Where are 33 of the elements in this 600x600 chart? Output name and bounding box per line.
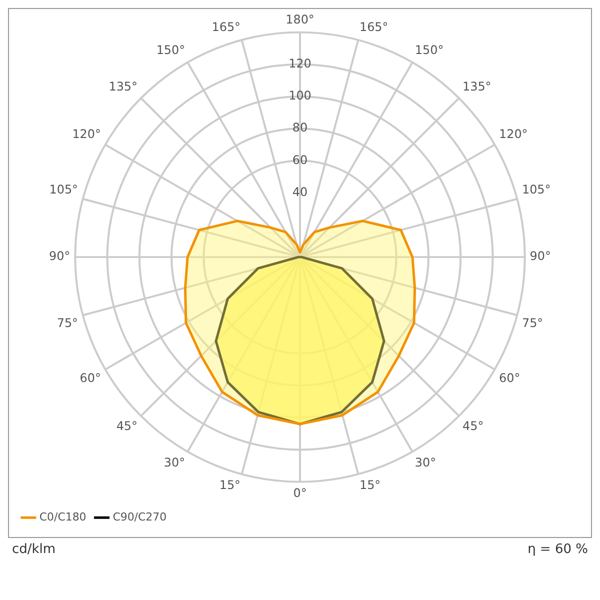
spoke-label: 30° — [164, 455, 186, 470]
legend-label: C0/C180 — [39, 510, 86, 524]
y-tick-label: 80 — [292, 120, 308, 135]
text: η = 60 % — [528, 542, 588, 557]
spoke-label: 165° — [212, 20, 241, 34]
text: cd/klm — [12, 542, 56, 557]
spoke-label: 15° — [219, 478, 241, 492]
spoke-label: 90° — [530, 249, 551, 264]
spoke-label: 45° — [116, 418, 138, 433]
y-tick-label: 60 — [292, 152, 308, 167]
spoke-label: 30° — [414, 455, 436, 470]
spoke-label: 75° — [56, 316, 78, 330]
y-tick-label: 40 — [292, 184, 308, 199]
spoke-label: 135° — [108, 80, 138, 94]
spoke-label: 150° — [414, 43, 444, 58]
y-tick-label: 120 — [288, 56, 312, 71]
spoke-label: 105° — [522, 182, 551, 197]
spoke-label: 90° — [49, 249, 70, 264]
spoke-label: 120° — [72, 127, 101, 142]
y-tick-label: 100 — [288, 88, 312, 103]
spoke-label: 60° — [80, 371, 101, 386]
spoke-label: 75° — [522, 316, 544, 330]
spoke-label: 120° — [499, 127, 528, 142]
spoke-label: 135° — [462, 80, 492, 94]
spoke-label: 0° — [293, 486, 307, 500]
legend-label: C90/C270 — [112, 510, 167, 524]
spoke-label: 105° — [49, 182, 78, 197]
spoke-label: 165° — [359, 20, 388, 34]
spoke-label: 180° — [286, 12, 314, 26]
spoke-label: 15° — [359, 478, 381, 492]
spoke-label: 150° — [156, 43, 186, 58]
spoke-label: 60° — [499, 371, 520, 386]
spoke-label: 45° — [462, 418, 484, 433]
